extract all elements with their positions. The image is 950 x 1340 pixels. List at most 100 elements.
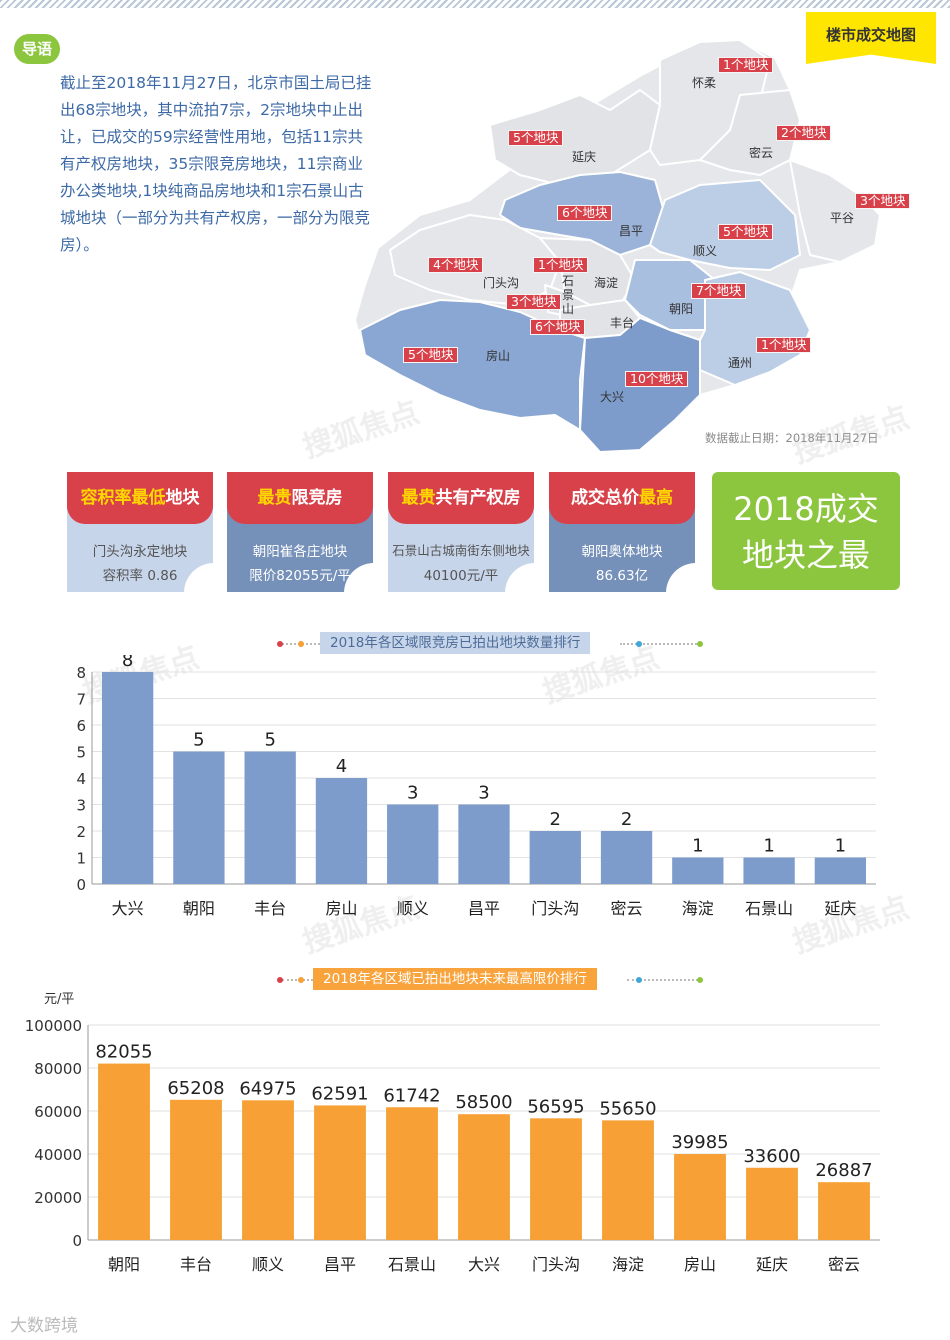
x-tick-label: 房山: [684, 1255, 716, 1274]
x-tick-label: 密云: [611, 899, 643, 918]
data-label: 56595: [527, 1096, 584, 1117]
pin-shijingshan: 1个地块: [533, 257, 589, 273]
title-dot: [277, 977, 283, 983]
card-line1: 石景山古城南街东侧地块: [392, 543, 530, 558]
district-label-fangshan: 房山: [486, 349, 511, 363]
card-line2: 86.63亿: [595, 568, 649, 584]
card-most-expensive-shared: 最贵共有产权房 石景山古城南街东侧地块 40100元/平: [388, 472, 534, 592]
district-label-huairou: 怀柔: [692, 76, 717, 90]
pin-yanqing: 5个地块: [508, 130, 564, 146]
bar: [242, 1100, 294, 1240]
pin-mentougou: 4个地块: [428, 257, 484, 273]
card-line1: 门头沟永定地块: [92, 544, 188, 560]
x-tick-label: 海淀: [612, 1255, 644, 1274]
district-label-daxing: 大兴: [600, 390, 625, 404]
x-tick-label: 门头沟: [531, 899, 579, 918]
district-label-mentougou: 门头沟: [483, 276, 520, 290]
card-title: 容积率最低地块: [67, 472, 213, 524]
chart2-title: 2018年各区域已拍出地块未来最高限价排行: [313, 968, 597, 990]
data-label: 5: [264, 730, 275, 751]
district-label-shijingshan: 石景山: [562, 274, 575, 316]
x-tick-label: 朝阳: [183, 899, 215, 918]
card-line1: 朝阳崔各庄地块: [252, 544, 348, 560]
x-tick-label: 延庆: [824, 899, 856, 918]
data-label: 2: [550, 809, 561, 830]
y-tick-label: 2: [76, 823, 86, 841]
y-tick-label: 3: [76, 797, 86, 815]
district-label-fengtai: 丰台: [610, 316, 635, 330]
bar: [600, 831, 653, 884]
bar: [314, 1105, 366, 1240]
data-label: 82055: [95, 1042, 152, 1063]
pin-chaoyang: 7个地块: [691, 283, 747, 299]
x-tick-label: 石景山: [388, 1255, 436, 1274]
data-label: 64975: [239, 1078, 296, 1099]
data-label: 62591: [311, 1083, 368, 1104]
x-tick-label: 昌平: [324, 1255, 356, 1274]
title-dotline-right: [620, 643, 700, 647]
district-label-miyun: 密云: [749, 146, 774, 160]
x-tick-label: 顺义: [252, 1255, 284, 1274]
card-highest-total: 成交总价最高 朝阳奥体地块 86.63亿: [549, 472, 695, 592]
bar: [602, 1120, 654, 1240]
x-tick-label: 大兴: [112, 899, 144, 918]
x-tick-label: 朝阳: [108, 1255, 140, 1274]
bar: [170, 1099, 222, 1240]
bar: [387, 804, 439, 884]
data-label: 58500: [455, 1092, 512, 1113]
y-tick-label: 8: [76, 664, 86, 682]
card-line2: 容积率 0.86: [102, 568, 178, 584]
data-label: 4: [336, 756, 347, 777]
intro-text: 截止至2018年11月27日，北京市国土局已挂出68宗地块，其中流拍7宗，2宗地…: [60, 74, 372, 254]
district-label-haidian: 海淀: [594, 276, 619, 290]
x-tick-label: 丰台: [180, 1255, 212, 1274]
footer-brand: 大数跨境: [10, 1316, 78, 1336]
bar: [672, 857, 724, 884]
bar: [458, 804, 510, 884]
x-tick-label: 大兴: [468, 1255, 500, 1274]
title-dot: [636, 641, 642, 647]
x-tick-label: 海淀: [682, 899, 714, 918]
title-dotline-left: [282, 979, 313, 983]
x-tick-label: 石景山: [745, 899, 793, 918]
title-dot: [298, 977, 304, 983]
district-label-changping: 昌平: [619, 224, 644, 238]
card-title: 最贵共有产权房: [388, 472, 534, 524]
card-most-expensive-capped: 最贵限竞房 朝阳崔各庄地块 限价82055元/平: [227, 472, 373, 592]
pin-changping: 6个地块: [557, 205, 613, 221]
bar: [458, 1114, 510, 1240]
bar: [315, 778, 368, 884]
chart2-unit: 元/平: [44, 992, 75, 1007]
data-label: 55650: [599, 1098, 656, 1119]
district-miyun: [699, 89, 801, 176]
x-tick-label: 密云: [828, 1255, 860, 1274]
intro-tag: 导语: [14, 34, 60, 64]
pin-fangshan: 5个地块: [403, 347, 459, 363]
title-dot: [298, 641, 304, 647]
y-tick-label: 1: [76, 850, 86, 868]
title-dot: [697, 977, 703, 983]
district-label-tongzhou: 通州: [728, 356, 753, 370]
beijing-map: [354, 39, 881, 453]
x-tick-label: 房山: [325, 899, 357, 918]
bar: [173, 751, 225, 884]
bar: [818, 1182, 870, 1240]
chart1-title: 2018年各区域限竞房已拍出地块数量排行: [320, 632, 591, 654]
card-title: 最贵限竞房: [227, 472, 373, 524]
data-label: 61742: [383, 1085, 440, 1106]
data-label: 65208: [167, 1078, 224, 1099]
y-tick-label: 20000: [34, 1189, 82, 1207]
card-lowest-far: 容积率最低地块 门头沟永定地块 容积率 0.86: [67, 472, 213, 592]
y-tick-label: 100000: [25, 1017, 82, 1035]
district-label-yanqing: 延庆: [572, 150, 597, 164]
x-tick-label: 延庆: [756, 1255, 788, 1274]
title-dotline-right: [627, 979, 702, 983]
title-dot: [636, 977, 642, 983]
bar: [530, 1118, 582, 1240]
x-tick-label: 丰台: [254, 899, 286, 918]
data-label: 39985: [671, 1132, 728, 1153]
y-tick-label: 6: [76, 717, 86, 735]
data-date-note: 数据截止日期：2018年11月27日: [705, 431, 879, 445]
district-label-shunyi: 顺义: [693, 244, 718, 258]
card-title: 成交总价最高: [549, 472, 695, 524]
